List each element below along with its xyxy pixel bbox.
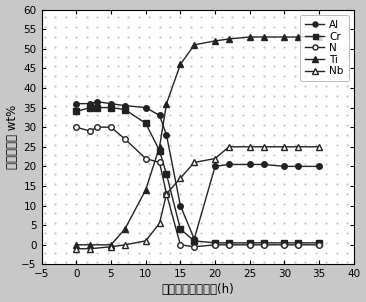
Cr — [88, 106, 92, 109]
Al — [164, 133, 169, 137]
Cr — [164, 172, 169, 176]
Y-axis label: 元素分布／ wt%: 元素分布／ wt% — [5, 105, 19, 169]
Cr — [178, 227, 183, 231]
Al — [109, 102, 113, 105]
Cr — [109, 106, 113, 109]
N — [317, 243, 321, 247]
Ti — [143, 188, 148, 192]
Cr — [123, 108, 127, 111]
Ti — [178, 63, 183, 66]
Al — [143, 106, 148, 109]
N — [88, 129, 92, 133]
Al — [178, 204, 183, 207]
Nb — [282, 145, 287, 149]
Al — [213, 165, 217, 168]
Al — [296, 165, 300, 168]
Cr — [157, 149, 162, 153]
Nb — [227, 145, 231, 149]
Ti — [261, 35, 266, 39]
Ti — [88, 243, 92, 247]
Al — [88, 102, 92, 105]
Al — [247, 162, 252, 166]
Cr — [282, 241, 287, 245]
Ti — [164, 102, 169, 105]
Nb — [109, 245, 113, 249]
Al — [282, 165, 287, 168]
Ti — [227, 37, 231, 41]
N — [178, 243, 183, 247]
Ti — [317, 35, 321, 39]
Nb — [261, 145, 266, 149]
N — [227, 243, 231, 247]
Al — [123, 104, 127, 108]
N — [192, 245, 197, 249]
Line: Ti: Ti — [73, 34, 323, 248]
Nb — [88, 247, 92, 251]
N — [143, 157, 148, 160]
Nb — [157, 221, 162, 225]
Cr — [227, 241, 231, 245]
Nb — [74, 247, 78, 251]
N — [157, 161, 162, 164]
Line: N: N — [74, 124, 322, 249]
Cr — [261, 241, 266, 245]
N — [95, 125, 99, 129]
Cr — [143, 121, 148, 125]
Nb — [123, 243, 127, 247]
Ti — [74, 243, 78, 247]
Legend: Al, Cr, N, Ti, Nb: Al, Cr, N, Ti, Nb — [300, 15, 349, 82]
Al — [227, 162, 231, 166]
Cr — [317, 241, 321, 245]
Line: Cr: Cr — [74, 105, 322, 246]
Nb — [178, 176, 183, 180]
Cr — [213, 241, 217, 245]
N — [261, 243, 266, 247]
Ti — [192, 43, 197, 47]
Line: Al: Al — [74, 99, 322, 242]
Ti — [247, 35, 252, 39]
Ti — [157, 145, 162, 149]
N — [296, 243, 300, 247]
Al — [157, 114, 162, 117]
N — [247, 243, 252, 247]
Nb — [317, 145, 321, 149]
Cr — [192, 239, 197, 243]
Line: Nb: Nb — [73, 143, 323, 252]
N — [109, 125, 113, 129]
Al — [74, 102, 78, 105]
Ti — [213, 39, 217, 43]
Al — [317, 165, 321, 168]
X-axis label: 由表及里的距离／(h): 由表及里的距离／(h) — [161, 284, 234, 297]
Nb — [213, 157, 217, 160]
Al — [261, 162, 266, 166]
Nb — [192, 161, 197, 164]
N — [74, 125, 78, 129]
Nb — [296, 145, 300, 149]
N — [213, 243, 217, 247]
Cr — [296, 241, 300, 245]
Nb — [164, 192, 169, 196]
Cr — [247, 241, 252, 245]
Ti — [282, 35, 287, 39]
Nb — [143, 239, 148, 243]
Ti — [296, 35, 300, 39]
Al — [192, 237, 197, 241]
Nb — [247, 145, 252, 149]
Al — [95, 100, 99, 104]
Cr — [95, 106, 99, 109]
N — [123, 137, 127, 141]
Ti — [123, 227, 127, 231]
Cr — [74, 110, 78, 113]
N — [282, 243, 287, 247]
Ti — [109, 243, 113, 247]
N — [164, 192, 169, 196]
